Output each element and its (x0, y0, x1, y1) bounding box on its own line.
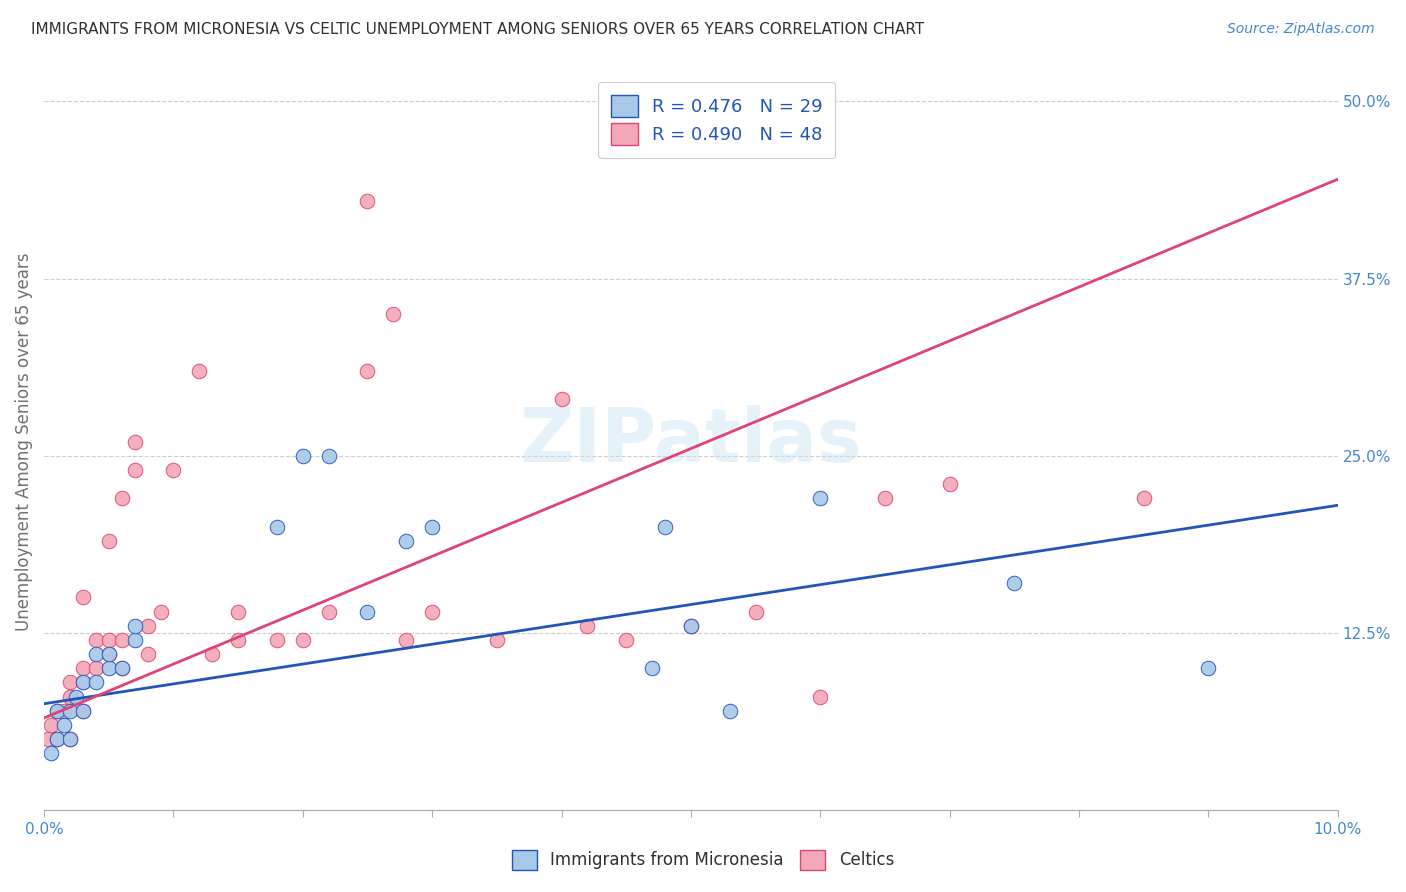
Point (485, 632, 508, 647)
Point (679, 619, 702, 633)
Point (111, 661, 134, 675)
Point (111, 661, 134, 675)
Point (808, 690, 831, 704)
Point (149, 605, 172, 619)
Point (46, 704, 69, 718)
Text: ZIPatlas: ZIPatlas (520, 405, 862, 478)
Point (356, 194, 378, 208)
Point (39, 718, 62, 732)
Point (654, 519, 676, 533)
Point (318, 605, 340, 619)
Point (201, 647, 224, 661)
Point (1197, 661, 1219, 675)
Point (395, 533, 418, 548)
Point (614, 632, 637, 647)
Point (59, 732, 82, 747)
Point (808, 491, 831, 506)
Point (124, 619, 146, 633)
Point (97, 661, 120, 675)
Y-axis label: Unemployment Among Seniors over 65 years: Unemployment Among Seniors over 65 years (15, 252, 32, 631)
Point (97, 632, 120, 647)
Point (576, 619, 599, 633)
Point (420, 519, 443, 533)
Point (226, 605, 249, 619)
Point (39, 747, 62, 761)
Point (84, 661, 107, 675)
Point (111, 491, 134, 506)
Point (97, 647, 120, 661)
Point (46, 704, 69, 718)
Point (1002, 576, 1025, 591)
Point (72, 675, 94, 690)
Point (679, 619, 702, 633)
Point (124, 632, 146, 647)
Point (938, 477, 960, 491)
Point (420, 605, 443, 619)
Point (111, 632, 134, 647)
Point (72, 675, 94, 690)
Point (46, 732, 69, 747)
Point (382, 307, 405, 321)
Point (291, 632, 314, 647)
Point (873, 491, 896, 506)
Point (84, 632, 107, 647)
Point (356, 364, 378, 378)
Point (718, 704, 741, 718)
Text: Source: ZipAtlas.com: Source: ZipAtlas.com (1227, 22, 1375, 37)
Point (59, 690, 82, 704)
Point (226, 632, 249, 647)
Point (266, 519, 288, 533)
Legend: Immigrants from Micronesia, Celtics: Immigrants from Micronesia, Celtics (505, 843, 901, 877)
Point (356, 605, 378, 619)
Point (136, 647, 159, 661)
Point (318, 449, 340, 463)
Point (84, 647, 107, 661)
Point (744, 605, 766, 619)
Point (97, 533, 120, 548)
Point (72, 704, 94, 718)
Point (395, 632, 418, 647)
Point (46, 732, 69, 747)
Point (136, 619, 159, 633)
Point (162, 463, 184, 477)
Point (65, 690, 87, 704)
Point (1132, 491, 1154, 506)
Text: IMMIGRANTS FROM MICRONESIA VS CELTIC UNEMPLOYMENT AMONG SENIORS OVER 65 YEARS CO: IMMIGRANTS FROM MICRONESIA VS CELTIC UNE… (31, 22, 924, 37)
Point (291, 449, 314, 463)
Point (124, 463, 146, 477)
Point (72, 661, 94, 675)
Legend: R = 0.476   N = 29, R = 0.490   N = 48: R = 0.476 N = 29, R = 0.490 N = 48 (598, 82, 835, 158)
Point (97, 647, 120, 661)
Point (52, 718, 75, 732)
Point (59, 704, 82, 718)
Point (37, 732, 59, 747)
Point (124, 434, 146, 449)
Point (59, 732, 82, 747)
Point (52, 704, 75, 718)
Point (188, 364, 211, 378)
Point (550, 392, 572, 406)
Point (72, 704, 94, 718)
Point (266, 632, 288, 647)
Point (641, 661, 664, 675)
Point (72, 591, 94, 605)
Point (84, 675, 107, 690)
Point (59, 675, 82, 690)
